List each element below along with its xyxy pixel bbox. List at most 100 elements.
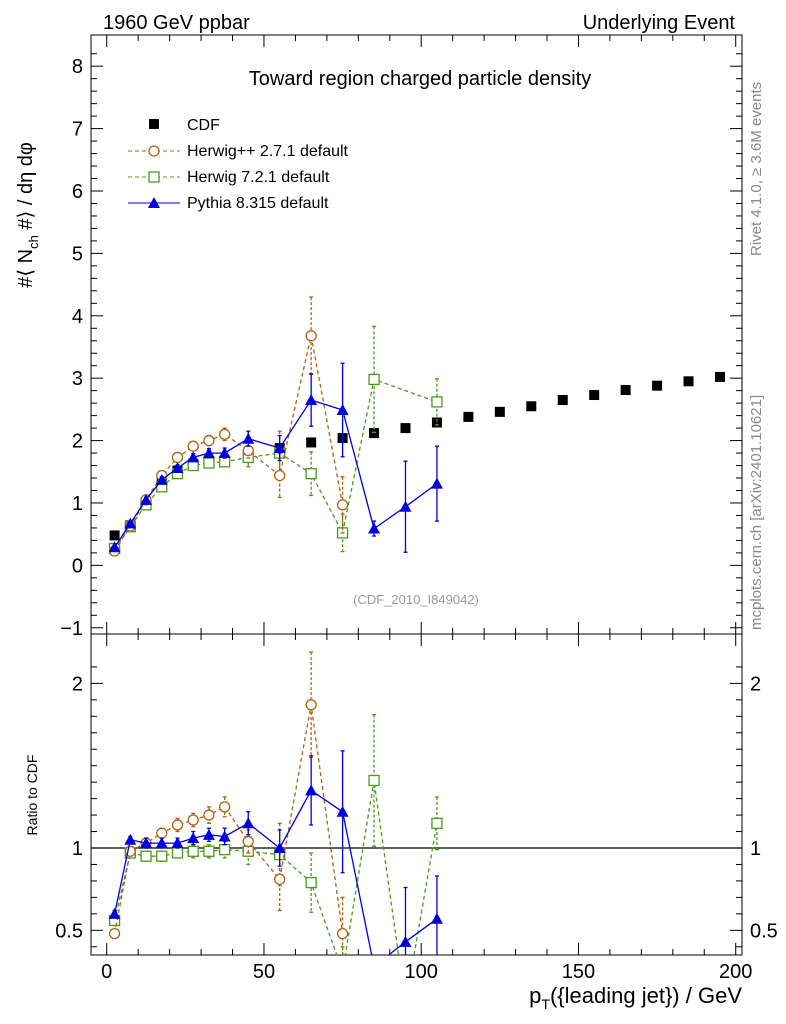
herwigpp-marker — [242, 444, 254, 457]
herwigpp-marker — [305, 699, 317, 711]
legend-label-herwig7: Herwig 7.2.1 default — [187, 169, 330, 186]
herwigpp-marker — [108, 927, 121, 940]
x-tick-label: 200 — [719, 961, 752, 983]
y-label-part-b: #⟩ / dη dφ — [15, 142, 37, 235]
pythia-marker — [218, 830, 231, 842]
rivet-label: Rivet 4.1.0, ≥ 3.6M events — [748, 82, 765, 256]
herwigpp-marker — [156, 827, 168, 839]
legend-label-herwigpp: Herwig++ 2.7.1 default — [187, 143, 349, 160]
pythia-marker — [202, 828, 215, 840]
ratio-series-layer — [91, 651, 742, 1009]
header-left: 1960 GeV ppbar — [103, 12, 250, 34]
x-tick-label: 150 — [562, 961, 595, 983]
x-tick-label: 50 — [253, 961, 275, 983]
herwigpp-marker — [336, 499, 349, 511]
pythia-marker — [218, 447, 231, 459]
main-y-tick-label: 1 — [72, 493, 83, 515]
pythia-marker — [305, 394, 318, 406]
ratio-y-tick-label: 0.5 — [55, 920, 83, 942]
main-y-tick-label: 2 — [72, 431, 83, 453]
herwig7-marker — [431, 396, 443, 408]
herwig7-line — [113, 780, 438, 955]
pythia-marker — [336, 805, 349, 817]
herwig7-marker — [368, 774, 380, 787]
pythia-marker — [108, 541, 121, 553]
main-series-layer — [108, 296, 725, 557]
pythia-marker — [305, 784, 318, 796]
pythia-marker — [155, 473, 168, 485]
pythia-marker — [108, 907, 121, 919]
cdf-marker — [463, 411, 474, 422]
cdf-marker — [652, 380, 663, 391]
cdf-marker — [494, 406, 505, 417]
herwig7-series — [108, 714, 443, 1009]
x-label-part-b: ({leading jet}) / GeV — [550, 983, 742, 1008]
herwig7-marker — [400, 999, 410, 1009]
pythia-marker — [273, 442, 286, 454]
herwig7-marker — [203, 457, 215, 469]
herwigpp-marker — [187, 814, 199, 826]
main-y-tick-label: −1 — [60, 618, 83, 640]
ratio-y-tick-label: 1 — [72, 838, 83, 860]
herwigpp-marker — [187, 440, 199, 452]
pythia-marker — [124, 833, 137, 845]
herwigpp-marker — [336, 927, 349, 940]
pythia-marker — [399, 935, 412, 947]
y-label-part-a: #⟨ N — [15, 249, 37, 288]
herwig7-marker — [305, 876, 317, 889]
herwig7-marker — [368, 373, 380, 386]
cdf-marker — [589, 390, 600, 401]
herwig7-marker — [338, 966, 348, 976]
ratio-axis-ticks: 0.5 0.5 1 1 2 2 — [55, 666, 778, 948]
x-label-sub: T — [541, 996, 550, 1012]
herwigpp-marker — [305, 330, 317, 342]
legend-entry-herwigpp: Herwig++ 2.7.1 default — [128, 143, 349, 160]
cdf-marker — [526, 401, 537, 412]
legend: CDF Herwig++ 2.7.1 default Herwig 7.2.1 … — [128, 117, 349, 212]
ratio-y-axis-label: Ratio to CDF — [24, 755, 40, 836]
legend-label-cdf: CDF — [187, 117, 220, 134]
herwigpp-marker — [242, 835, 254, 848]
legend-marker-herwigpp — [148, 145, 160, 157]
x-tick-label: 0 — [101, 961, 112, 983]
herwigpp-line — [114, 335, 344, 552]
herwig7-marker — [219, 843, 231, 856]
legend-entry-pythia: Pythia 8.315 default — [128, 195, 329, 212]
pythia-marker — [140, 837, 153, 849]
main-y-tick-label: 8 — [72, 56, 83, 78]
ratio-y-tick-label-right: 2 — [750, 673, 761, 695]
pythia-marker — [187, 451, 200, 463]
herwig7-series — [108, 325, 443, 555]
pythia-series — [108, 750, 443, 972]
herwigpp-marker — [219, 801, 231, 813]
pythia-marker — [336, 403, 349, 415]
legend-marker-pythia — [148, 197, 160, 208]
ratio-y-tick-label-right: 1 — [750, 838, 761, 860]
analysis-id: (CDF_2010_I849042) — [353, 592, 479, 607]
ratio-y-tick-label: 2 — [72, 673, 83, 695]
main-axis-ticks: −1 0 1 2 3 4 5 6 7 8 — [60, 53, 742, 640]
main-y-tick-label: 0 — [72, 555, 83, 577]
herwig7-marker — [305, 467, 317, 480]
pythia-marker — [140, 493, 153, 505]
ratio-y-tick-label-right: 0.5 — [750, 920, 778, 942]
herwigpp-series — [108, 296, 349, 557]
cdf-marker — [683, 376, 694, 387]
herwig7-line — [114, 378, 438, 549]
pythia-marker — [368, 522, 381, 534]
pythia-marker — [368, 961, 380, 972]
cdf-series — [109, 371, 725, 541]
legend-entry-cdf: CDF — [149, 117, 220, 134]
herwigpp-marker — [171, 451, 184, 464]
main-y-axis-label: #⟨ Nch #⟩ / dη dφ — [15, 142, 41, 288]
pythia-marker — [202, 447, 215, 459]
main-y-tick-label: 6 — [72, 181, 83, 203]
main-y-tick-label: 4 — [72, 306, 83, 328]
herwigpp-marker — [203, 434, 215, 447]
herwig7-marker — [156, 850, 168, 862]
pythia-marker — [187, 832, 200, 844]
herwig7-marker — [187, 845, 199, 857]
x-tick-label: 100 — [405, 961, 438, 983]
x-axis-label: pT({leading jet}) / GeV — [529, 983, 742, 1012]
